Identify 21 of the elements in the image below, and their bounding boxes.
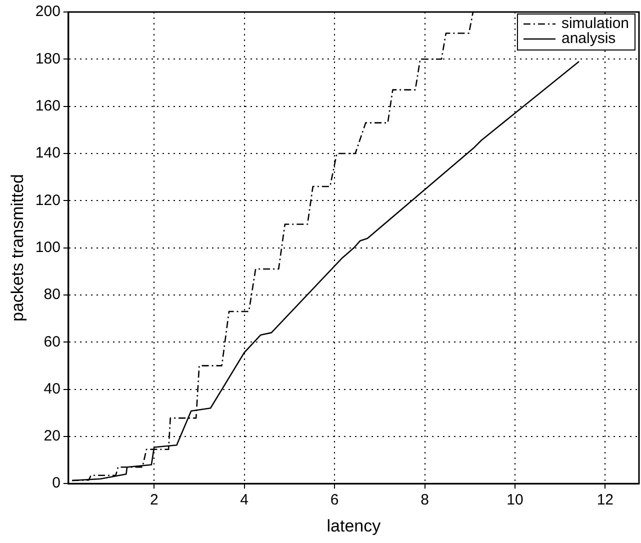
y-tick-label: 200 (35, 3, 60, 20)
legend-label: analysis (561, 30, 616, 48)
y-tick-label: 60 (44, 333, 60, 350)
x-tick-label: 6 (330, 492, 339, 509)
x-tick-label: 12 (596, 492, 614, 509)
y-tick-label: 20 (44, 428, 60, 445)
legend-label: simulation (561, 15, 629, 32)
x-tick-label: 8 (420, 492, 429, 509)
y-tick-label: 0 (52, 474, 60, 492)
x-tick-label: 4 (240, 492, 249, 509)
y-axis-title: packets transmitted (8, 174, 27, 322)
y-tick-label: 80 (44, 286, 60, 304)
y-tick-label: 40 (44, 380, 60, 398)
y-tick-label: 100 (35, 238, 60, 256)
x-axis-title: latency (326, 516, 382, 536)
y-tick-label: 160 (35, 97, 60, 114)
y-tick-label: 180 (35, 50, 60, 68)
x-tick-label: 2 (150, 492, 158, 509)
x-tick-label: 10 (506, 492, 524, 509)
y-tick-label: 140 (35, 144, 60, 162)
y-tick-label: 120 (35, 192, 60, 209)
